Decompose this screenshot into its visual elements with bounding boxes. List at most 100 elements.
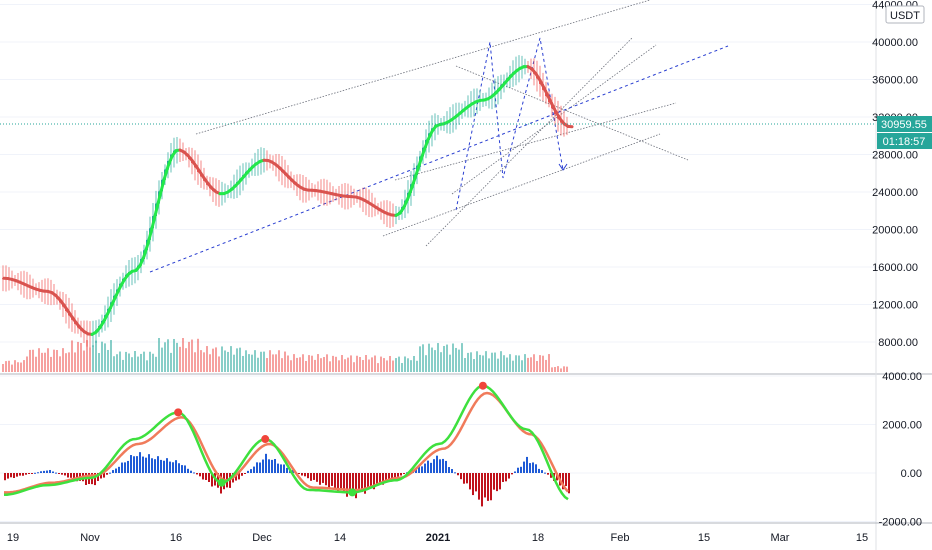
moving-average-lines	[2, 65, 574, 336]
price-tick-label: 16000.00	[872, 262, 918, 274]
volume-bar	[71, 340, 73, 372]
volume-bar	[146, 360, 148, 372]
oscillator-histogram-bar	[400, 473, 402, 476]
volume-bar	[356, 355, 358, 372]
volume-bar	[500, 351, 502, 372]
oscillator-histogram-bar	[388, 473, 390, 481]
volume-bar	[149, 351, 151, 372]
oscillator-histogram-bar	[457, 473, 459, 476]
volume-bar	[485, 351, 487, 372]
oscillator-histogram-bar	[172, 462, 174, 473]
volume-bar	[317, 354, 319, 372]
volume-bar	[62, 348, 64, 372]
volume-bar	[383, 358, 385, 372]
price-tag: 30959.55	[877, 116, 932, 132]
volume-bar	[299, 357, 301, 372]
moving-average-segment	[402, 196, 410, 209]
volume-bar	[200, 350, 202, 372]
oscillator-histogram-bar	[73, 473, 75, 479]
volume-bar	[434, 350, 436, 372]
oscillator-histogram-bar	[253, 466, 255, 473]
volume-bar	[347, 357, 349, 372]
time-tick-label: 16	[170, 532, 182, 544]
volume-bar	[233, 354, 235, 372]
volume-bar	[314, 359, 316, 372]
oscillator-histogram-bar	[286, 467, 288, 473]
oscillator-histogram-bar	[508, 473, 510, 479]
volume-bar	[389, 356, 391, 372]
oscillator-histogram-bar	[526, 456, 528, 473]
moving-average-segment	[166, 154, 174, 168]
oscillator-histogram-bar	[523, 461, 525, 473]
volume-bar	[83, 350, 85, 372]
oscillator-histogram-bar	[298, 473, 300, 474]
volume-bar	[191, 339, 193, 372]
oscillator-histogram-bar	[343, 473, 345, 493]
time-tick-label: 2021	[426, 532, 450, 544]
oscillator-histogram-bar	[445, 460, 447, 473]
volume-bar	[428, 343, 430, 372]
volume-bar	[92, 345, 94, 372]
dashed-trend-line	[149, 45, 729, 273]
volume-bars	[2, 338, 568, 372]
volume-bar	[278, 350, 280, 372]
oscillator-histogram-bar	[115, 468, 117, 473]
moving-average-segment	[110, 294, 118, 306]
volume-bar	[419, 346, 421, 372]
volume-bar	[203, 352, 205, 372]
oscillator-histogram-bar	[283, 464, 285, 473]
volume-bar	[53, 349, 55, 372]
moving-average-segment	[406, 185, 414, 200]
volume-bar	[47, 348, 49, 372]
volume-bar	[128, 353, 130, 372]
volume-bar	[293, 354, 295, 372]
oscillator-histogram-bar	[19, 473, 21, 476]
oscillator-histogram-bar	[352, 473, 354, 496]
price-tick-label: 28000.00	[872, 150, 918, 162]
time-tick-label: Nov	[80, 532, 100, 544]
volume-bar	[188, 341, 190, 372]
volume-bar	[515, 355, 517, 372]
volume-bar	[344, 359, 346, 372]
volume-bar	[359, 356, 361, 372]
volume-bar	[518, 355, 520, 372]
volume-bar	[386, 360, 388, 372]
oscillator-histogram-bar	[328, 473, 330, 489]
volume-bar	[176, 342, 178, 372]
volume-bar	[113, 356, 115, 372]
oscillator-histogram-bar	[334, 473, 336, 489]
oscillator-histogram-bar	[325, 473, 327, 486]
volume-bar	[338, 360, 340, 372]
oscillator-histogram-bar	[547, 473, 549, 475]
oscillator-histogram-bar	[391, 473, 393, 481]
oscillator-histogram-bar	[301, 473, 303, 476]
oscillator-histogram-bar	[373, 473, 375, 490]
oscillator-histogram-bar	[241, 473, 243, 476]
oscillator-histogram-bar	[13, 473, 15, 478]
volume-bar	[323, 357, 325, 372]
oscillator-histogram-bar	[148, 454, 150, 473]
oscillator-lines	[3, 381, 569, 501]
oscillator-histogram-bar	[61, 473, 63, 475]
oscillator-histogram-bar	[22, 473, 24, 476]
oscillator-histogram-bar	[256, 462, 258, 473]
oscillator-histogram-bar	[460, 473, 462, 480]
oscillator-histogram-bar	[118, 466, 120, 473]
oscillator-histogram-bar	[259, 462, 261, 473]
volume-bar	[494, 352, 496, 372]
volume-bar	[488, 358, 490, 372]
oscillator-histogram-bar	[514, 471, 516, 473]
volume-bar	[413, 356, 415, 372]
oscillator-histogram-bar	[376, 473, 378, 484]
time-tick-label: 14	[334, 532, 346, 544]
channel-lower-line	[382, 133, 661, 237]
volume-bar	[284, 351, 286, 372]
oscillator-axis[interactable]: 4000.00 2000.00 0.00 -2000.00	[879, 371, 922, 529]
volume-bar	[32, 349, 34, 372]
oscillator-histogram-bar	[358, 473, 360, 491]
time-axis[interactable]: 19 Nov 16 Dec 14 2021 18 Feb 15 Mar 15	[7, 532, 868, 544]
volume-bar	[35, 356, 37, 372]
volume-bar	[23, 360, 25, 372]
volume-bar	[482, 355, 484, 372]
